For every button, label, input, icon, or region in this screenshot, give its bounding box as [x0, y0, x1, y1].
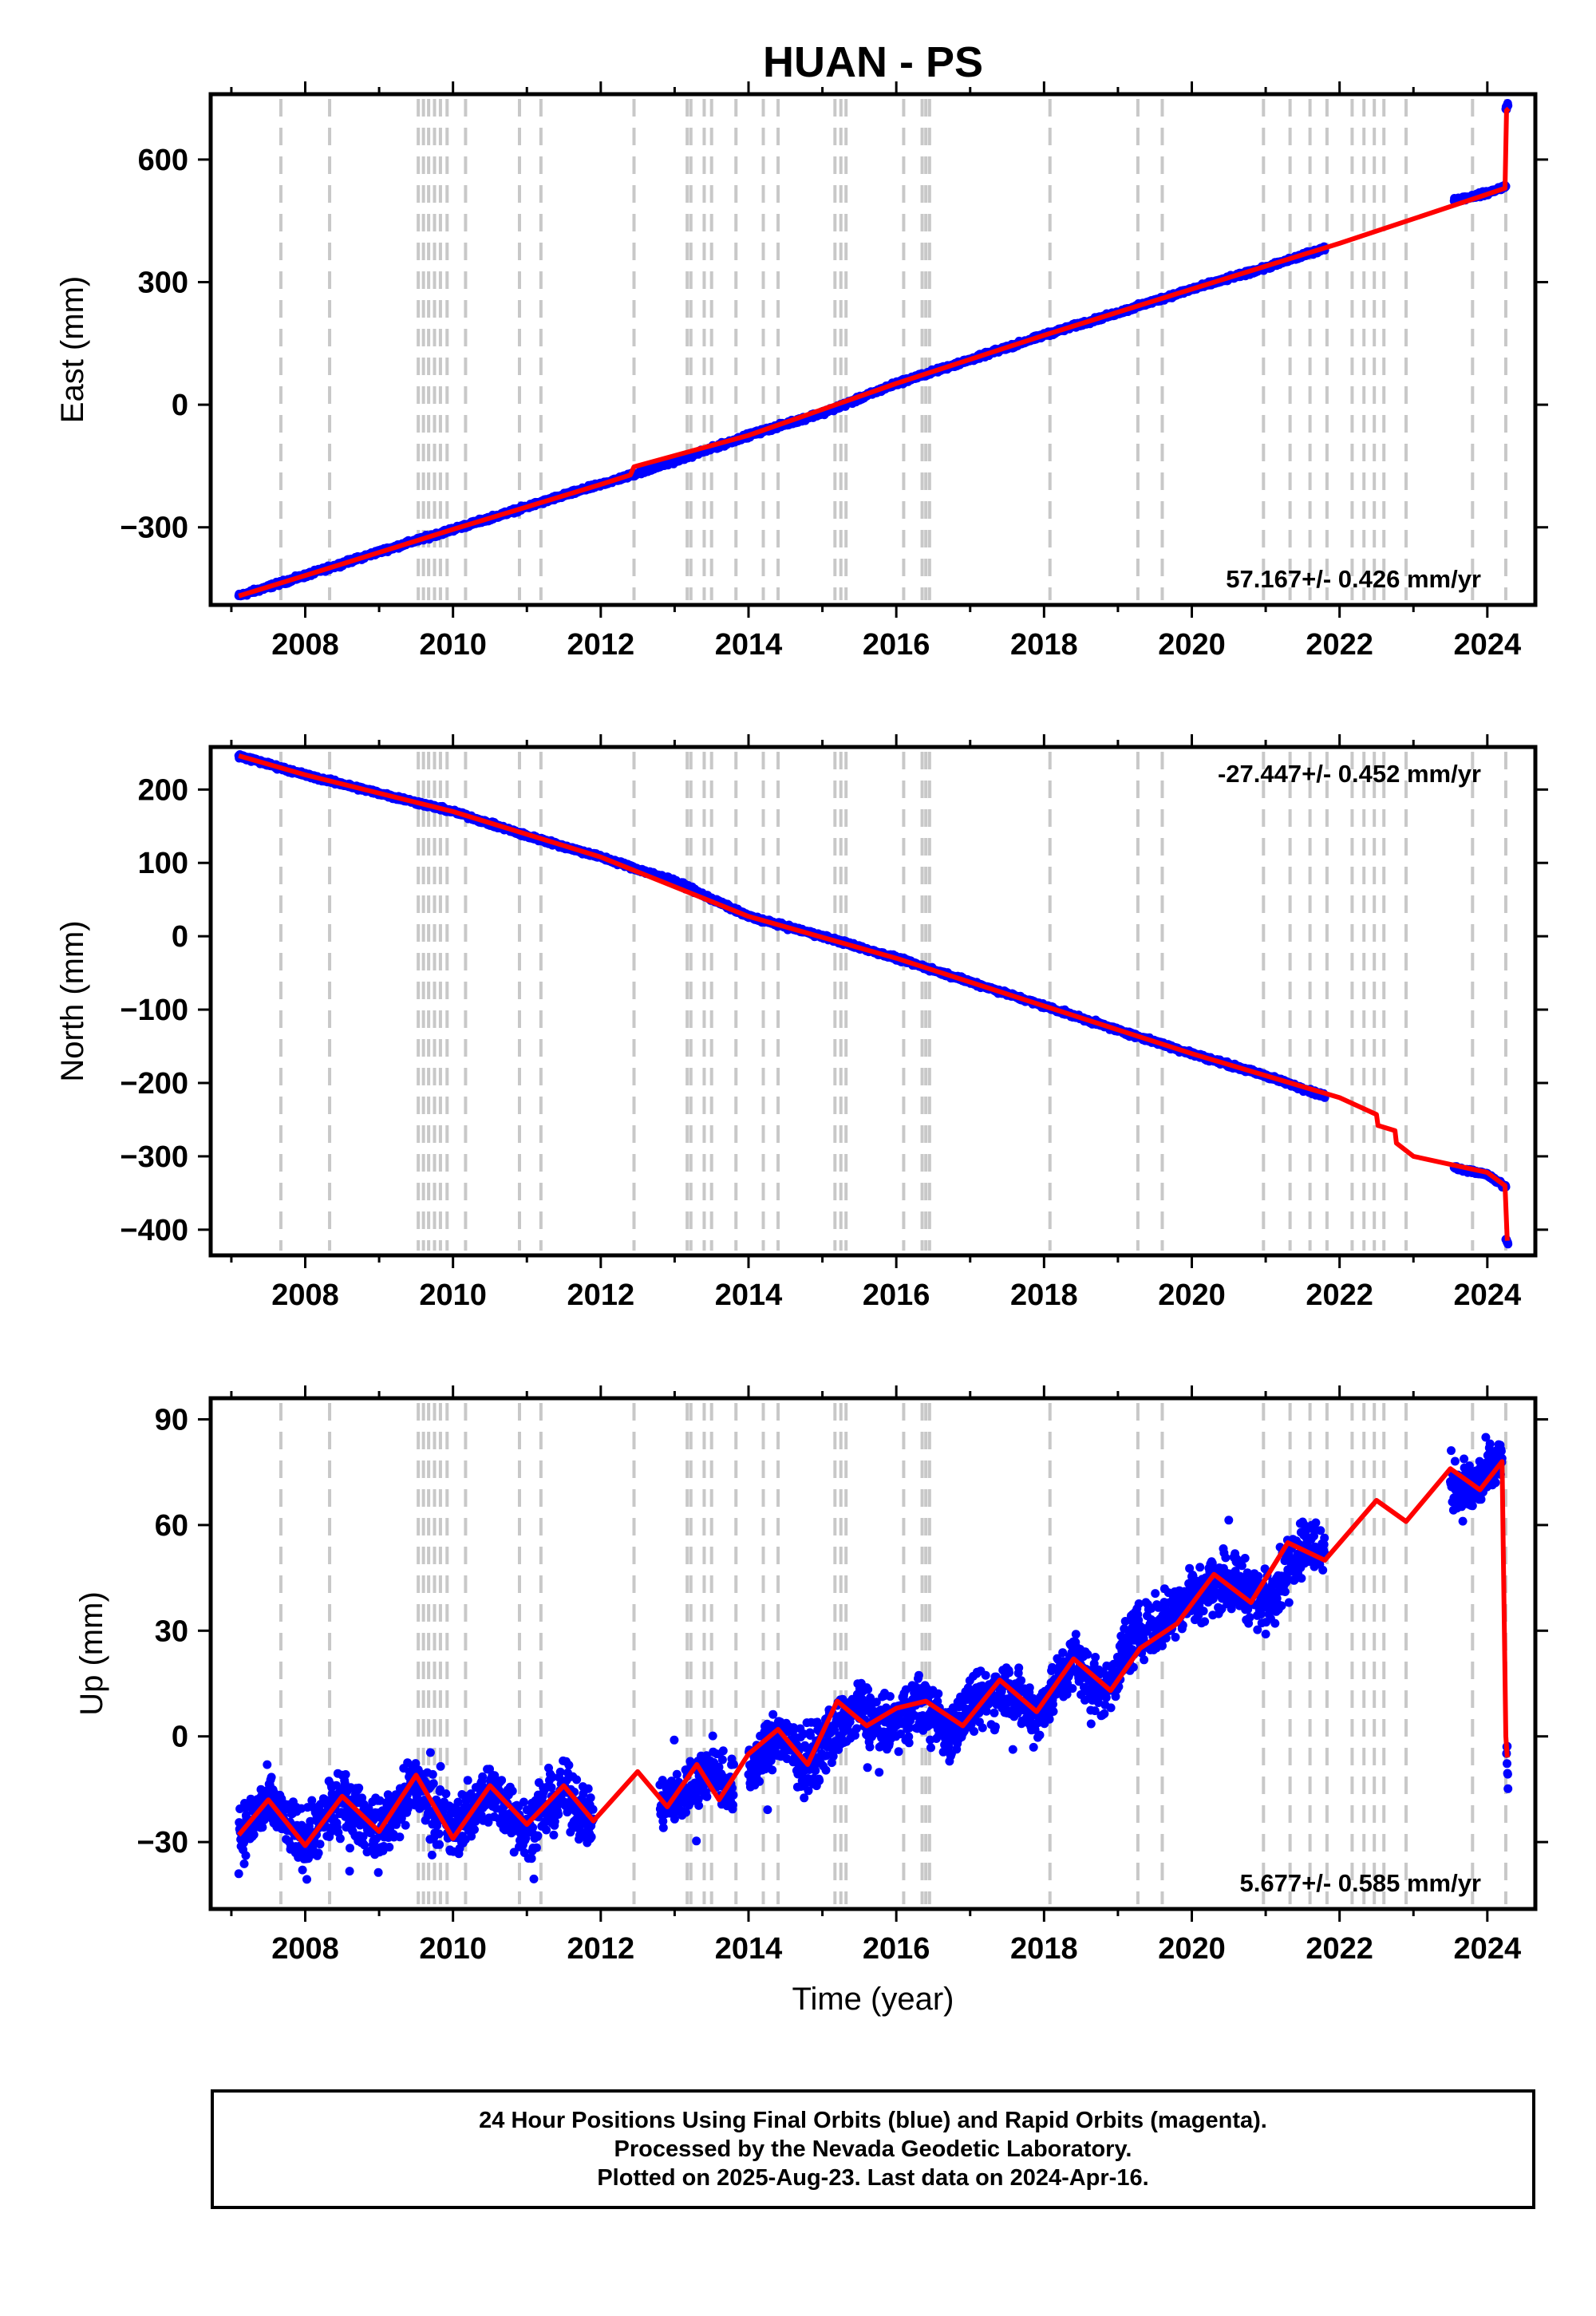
y-tick-label: −300	[120, 512, 188, 545]
plot-frame	[208, 92, 1538, 607]
data-points	[234, 750, 1513, 1249]
y-tick-label: 300	[138, 267, 188, 300]
event-lines	[279, 752, 1507, 1251]
chart-panel-2: 2008 2010 2012 2014 2016 2018 2020 2022 2024−400…	[55, 734, 1548, 1312]
chart-panel-1: 2008 2010 2012 2014 2016 2018 2020 2022 2024 −300…	[55, 38, 1548, 662]
x-tick-label: 2010	[419, 628, 487, 662]
x-tick-label: 2008	[271, 628, 339, 662]
y-tick-label: 0	[172, 389, 188, 422]
x-tick-label: 2020	[1158, 628, 1226, 662]
event-lines	[279, 99, 1507, 600]
y-axis-ticks	[198, 158, 1548, 529]
x-tick-label: 2014	[715, 628, 783, 662]
y-axis-label: East (mm)	[55, 276, 90, 423]
x-axis-ticks	[230, 81, 1489, 618]
data-point	[1503, 101, 1513, 110]
x-tick-label: 2012	[567, 628, 635, 662]
model-line	[238, 106, 1511, 599]
y-tick-label: 600	[138, 144, 188, 177]
rate-annotation: 57.167+/- 0.426 mm/yr	[1226, 565, 1481, 593]
x-tick-label: 2024	[1454, 628, 1522, 662]
x-tick-label: 2016	[863, 628, 930, 662]
x-tick-label: 2018	[1010, 628, 1078, 662]
chart-title: HUAN - PS	[763, 38, 983, 86]
data-points	[234, 99, 1513, 601]
x-tick-label: 2022	[1306, 628, 1373, 662]
